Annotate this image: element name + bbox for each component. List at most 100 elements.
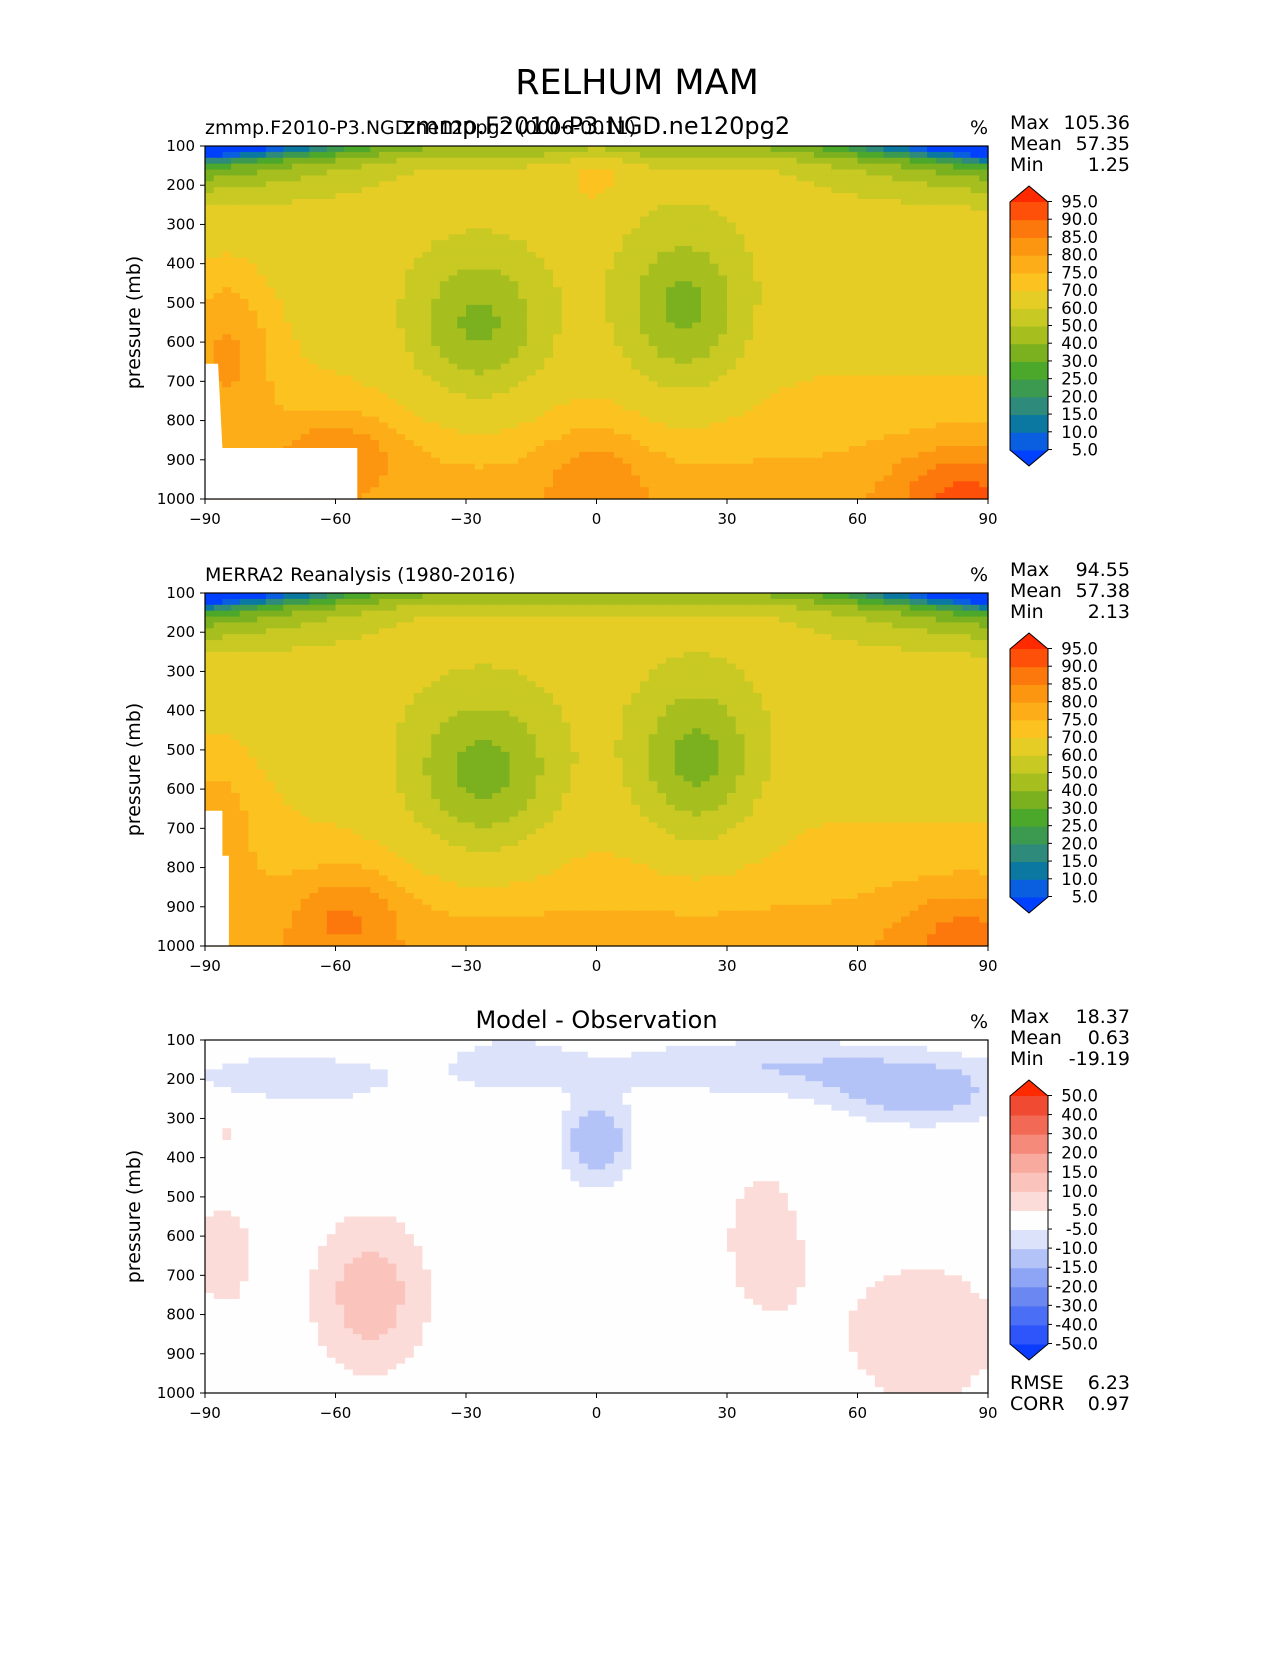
- heatmap-cell: [526, 398, 537, 406]
- heatmap-cell: [822, 393, 832, 400]
- heatmap-cell: [326, 287, 337, 294]
- heatmap-cell: [814, 375, 824, 382]
- heatmap-cell: [596, 404, 606, 412]
- heatmap-cell: [265, 198, 276, 206]
- heatmap-cell: [979, 287, 989, 294]
- heatmap-cell: [231, 357, 241, 365]
- heatmap-cell: [509, 234, 519, 241]
- heatmap-cell: [561, 463, 571, 471]
- heatmap-cell: [309, 187, 319, 194]
- heatmap-cell: [640, 440, 650, 447]
- heatmap-cell: [344, 351, 354, 359]
- heatmap-cell: [866, 287, 876, 294]
- heatmap-cell: [570, 163, 580, 171]
- heatmap-cell: [422, 193, 432, 200]
- heatmap-cell: [292, 440, 302, 447]
- heatmap-cell: [692, 298, 702, 306]
- heatmap-cell: [640, 146, 650, 153]
- heatmap-cell: [483, 275, 493, 282]
- heatmap-cell: [666, 151, 676, 159]
- heatmap-cell: [814, 169, 824, 177]
- heatmap-cell: [892, 398, 902, 406]
- heatmap-cell: [709, 269, 719, 277]
- heatmap-cell: [613, 340, 624, 347]
- heatmap-cell: [874, 422, 885, 429]
- heatmap-cell: [579, 328, 589, 335]
- heatmap-cell: [666, 410, 676, 418]
- heatmap-cell: [979, 351, 989, 359]
- heatmap-cell: [761, 340, 772, 347]
- heatmap-cell: [666, 216, 676, 224]
- heatmap-cell: [352, 246, 363, 253]
- heatmap-cell: [692, 416, 702, 424]
- heatmap-cell: [857, 328, 867, 335]
- heatmap-cell: [657, 275, 667, 282]
- heatmap-cell: [944, 157, 954, 165]
- heatmap-cell: [874, 357, 885, 365]
- heatmap-cell: [761, 146, 772, 153]
- heatmap-cell: [405, 340, 415, 347]
- heatmap-cell: [387, 281, 397, 288]
- heatmap-cell: [979, 169, 989, 177]
- heatmap-cell: [257, 363, 267, 371]
- heatmap-cell: [396, 446, 406, 453]
- heatmap-cell: [231, 281, 241, 288]
- heatmap-cell: [927, 187, 937, 194]
- heatmap-cell: [526, 440, 537, 447]
- heatmap-cell: [666, 287, 676, 294]
- heatmap-cell: [292, 251, 302, 259]
- heatmap-cell: [779, 181, 789, 188]
- heatmap-cell: [796, 216, 806, 224]
- heatmap-cell: [535, 251, 545, 259]
- heatmap-cell: [300, 328, 310, 335]
- heatmap-cell: [613, 234, 624, 241]
- heatmap-cell: [309, 440, 319, 447]
- heatmap-cell: [518, 228, 528, 235]
- heatmap-cell: [457, 234, 467, 241]
- heatmap-cell: [605, 287, 615, 294]
- heatmap-cell: [396, 210, 406, 218]
- heatmap-cell: [335, 198, 345, 206]
- heatmap-cell: [666, 334, 676, 341]
- heatmap-cell: [901, 146, 911, 153]
- heatmap-cell: [796, 404, 806, 412]
- heatmap-cell: [613, 410, 624, 418]
- heatmap-cell: [979, 404, 989, 412]
- heatmap-cell: [666, 369, 676, 377]
- heatmap-cell: [439, 251, 450, 259]
- heatmap-cell: [901, 434, 911, 441]
- heatmap-cell: [709, 146, 719, 153]
- heatmap-cell: [457, 287, 467, 294]
- heatmap-cell: [622, 381, 632, 388]
- heatmap-cell: [483, 298, 493, 306]
- heatmap-cell: [840, 204, 850, 212]
- heatmap-cell: [979, 263, 989, 271]
- heatmap-cell: [753, 334, 763, 341]
- heatmap-cell: [814, 346, 824, 353]
- heatmap-cell: [822, 369, 832, 377]
- heatmap-cell: [857, 346, 867, 353]
- heatmap-cell: [605, 457, 615, 465]
- heatmap-cell: [292, 281, 302, 288]
- heatmap-cell: [370, 381, 380, 388]
- heatmap-cell: [874, 446, 885, 453]
- heatmap-cell: [213, 328, 223, 335]
- heatmap-cell: [657, 169, 667, 177]
- heatmap-cell: [526, 357, 537, 365]
- heatmap-cell: [405, 322, 415, 329]
- heatmap-cell: [744, 275, 754, 282]
- heatmap-cell: [248, 340, 258, 347]
- heatmap-cell: [318, 357, 328, 365]
- heatmap-cell: [413, 222, 424, 229]
- heatmap-cell: [918, 240, 928, 247]
- heatmap-cell: [927, 246, 937, 253]
- heatmap-cell: [370, 287, 380, 294]
- heatmap-cell: [579, 210, 589, 218]
- heatmap-cell: [874, 440, 885, 447]
- heatmap-cell: [213, 251, 223, 259]
- heatmap-cell: [544, 193, 554, 200]
- heatmap-cell: [509, 463, 519, 471]
- heatmap-cell: [422, 175, 432, 182]
- heatmap-cell: [718, 446, 728, 453]
- heatmap-cell: [631, 234, 641, 241]
